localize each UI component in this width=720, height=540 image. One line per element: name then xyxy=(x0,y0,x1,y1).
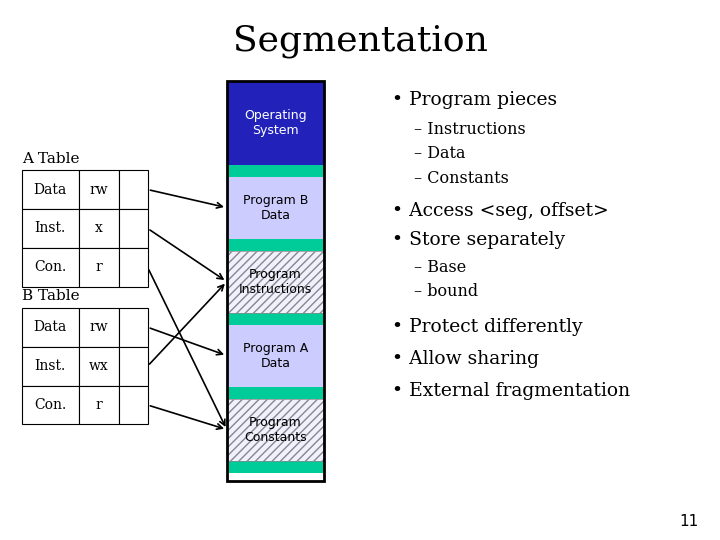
Bar xyxy=(79,248,119,287)
Text: – Constants: – Constants xyxy=(414,170,509,187)
Bar xyxy=(227,81,324,165)
Text: • Program pieces: • Program pieces xyxy=(392,91,557,109)
Text: • Protect differently: • Protect differently xyxy=(392,318,583,336)
Text: • Allow sharing: • Allow sharing xyxy=(392,350,539,368)
Text: x: x xyxy=(95,221,103,235)
Bar xyxy=(79,209,119,248)
Text: Con.: Con. xyxy=(35,260,66,274)
Bar xyxy=(119,386,148,424)
Bar xyxy=(227,177,324,239)
Text: • External fragmentation: • External fragmentation xyxy=(392,382,631,401)
Bar xyxy=(119,209,148,248)
Bar xyxy=(227,461,324,472)
Bar xyxy=(227,81,324,481)
Text: Segmentation: Segmentation xyxy=(233,24,487,58)
Bar xyxy=(22,248,79,287)
Text: – Base: – Base xyxy=(414,259,467,276)
Bar xyxy=(79,170,119,209)
Bar xyxy=(22,308,79,347)
Bar xyxy=(22,170,79,209)
Bar xyxy=(227,399,324,461)
Bar xyxy=(79,347,119,386)
Text: Con.: Con. xyxy=(35,398,66,412)
Bar xyxy=(227,251,324,313)
Text: – Data: – Data xyxy=(414,145,466,163)
Bar xyxy=(227,325,324,387)
Text: – Instructions: – Instructions xyxy=(414,121,526,138)
Text: Program
Instructions: Program Instructions xyxy=(239,268,312,295)
Bar xyxy=(79,386,119,424)
Bar xyxy=(227,387,324,399)
Bar xyxy=(79,308,119,347)
Bar xyxy=(119,170,148,209)
Text: • Access <seg, offset>: • Access <seg, offset> xyxy=(392,201,609,220)
Bar xyxy=(227,165,324,177)
Bar xyxy=(227,313,324,325)
Text: Operating
System: Operating System xyxy=(244,109,307,137)
Text: • Store separately: • Store separately xyxy=(392,231,565,249)
Bar xyxy=(119,308,148,347)
Bar xyxy=(22,209,79,248)
Text: rw: rw xyxy=(90,183,108,197)
Text: Program B
Data: Program B Data xyxy=(243,194,308,221)
Bar xyxy=(119,347,148,386)
Bar xyxy=(227,399,324,461)
Text: Program
Constants: Program Constants xyxy=(244,416,307,443)
Bar xyxy=(22,386,79,424)
Text: Data: Data xyxy=(34,320,67,334)
Text: B Table: B Table xyxy=(22,289,79,303)
Bar xyxy=(227,251,324,313)
Text: r: r xyxy=(96,260,102,274)
Text: rw: rw xyxy=(90,320,108,334)
Text: Inst.: Inst. xyxy=(35,359,66,373)
Text: wx: wx xyxy=(89,359,109,373)
Text: Program A
Data: Program A Data xyxy=(243,342,308,369)
Bar xyxy=(22,347,79,386)
Text: Inst.: Inst. xyxy=(35,221,66,235)
Text: – bound: – bound xyxy=(414,283,478,300)
Text: 11: 11 xyxy=(679,514,698,529)
Text: r: r xyxy=(96,398,102,412)
Text: A Table: A Table xyxy=(22,152,79,166)
Bar xyxy=(119,248,148,287)
Text: Data: Data xyxy=(34,183,67,197)
Bar xyxy=(227,239,324,251)
